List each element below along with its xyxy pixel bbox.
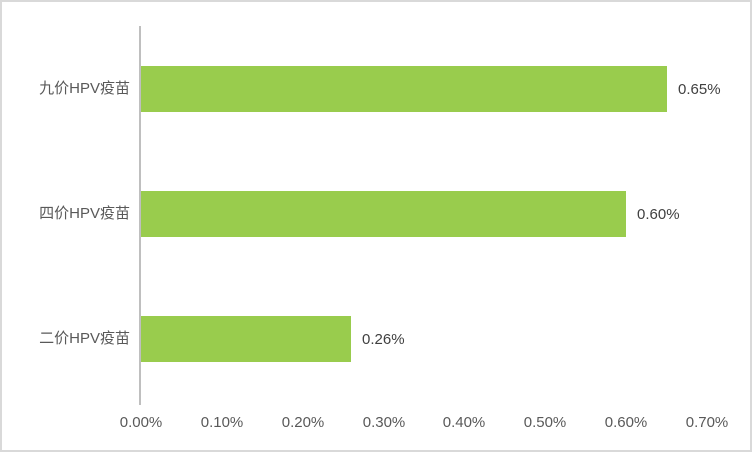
x-tick-label: 0.60% xyxy=(604,414,648,431)
category-label: 四价HPV疫苗 xyxy=(39,205,130,222)
value-label: 0.60% xyxy=(637,206,680,223)
x-tick-label: 0.40% xyxy=(442,414,486,431)
x-tick-label: 0.10% xyxy=(200,414,244,431)
value-label: 0.65% xyxy=(678,81,721,98)
x-tick-label: 0.70% xyxy=(685,414,729,431)
x-tick-label: 0.20% xyxy=(281,414,325,431)
x-tick-label: 0.30% xyxy=(362,414,406,431)
value-label: 0.26% xyxy=(362,331,405,348)
category-label: 九价HPV疫苗 xyxy=(39,80,130,97)
bar-row: 0.65% xyxy=(141,66,721,112)
y-axis-line xyxy=(139,26,141,405)
bar-row: 0.60% xyxy=(141,191,707,237)
bar xyxy=(141,316,351,362)
x-tick-label: 0.00% xyxy=(119,414,163,431)
x-tick-label: 0.50% xyxy=(523,414,567,431)
bar xyxy=(141,66,667,112)
bar xyxy=(141,191,626,237)
bar-row: 0.26% xyxy=(141,316,707,362)
category-label: 二价HPV疫苗 xyxy=(39,330,130,347)
